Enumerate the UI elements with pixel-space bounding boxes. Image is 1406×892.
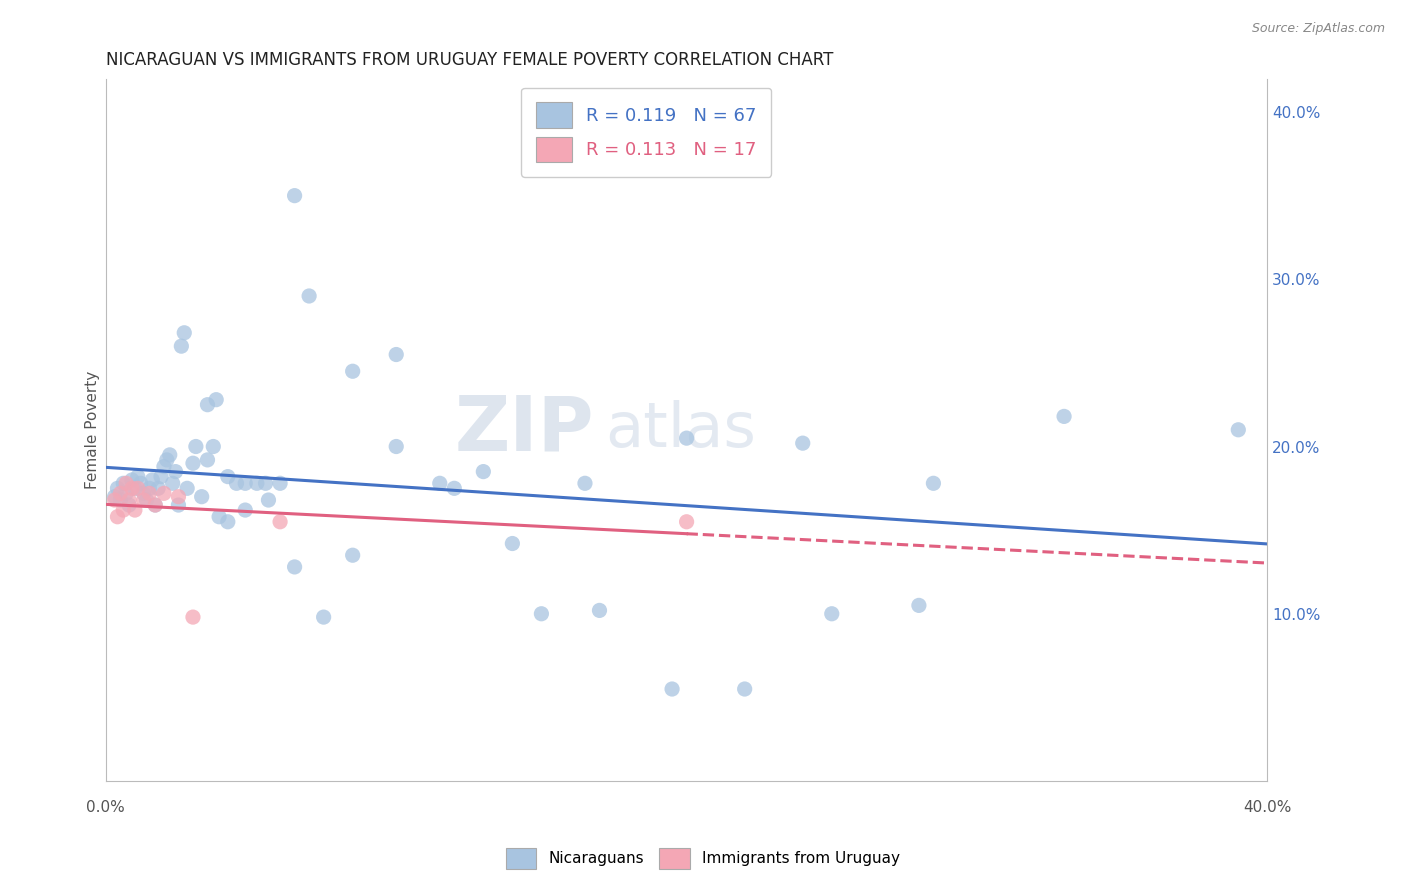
Point (202, 440, 225, 454)
Point (588, 603, 610, 617)
Point (922, 476, 945, 491)
Point (118, 498, 141, 512)
Point (146, 481, 169, 495)
Point (269, 515, 291, 529)
Point (197, 453, 219, 467)
Point (908, 599, 931, 613)
Point (190, 490, 212, 504)
Point (103, 493, 125, 508)
Point (153, 459, 176, 474)
Point (298, 289, 321, 303)
Point (675, 515, 697, 529)
Point (208, 509, 231, 524)
Point (225, 476, 247, 491)
Point (150, 469, 173, 483)
Point (1227, 423, 1250, 437)
Point (342, 364, 364, 378)
Point (246, 476, 269, 491)
Point (821, 607, 844, 621)
Point (734, 681, 756, 696)
Point (132, 493, 155, 508)
Point (254, 476, 277, 491)
Point (284, 560, 307, 574)
Point (115, 476, 138, 491)
Text: atlas: atlas (606, 400, 756, 459)
Point (429, 476, 451, 491)
Point (167, 498, 190, 512)
Text: 0.0%: 0.0% (87, 799, 125, 814)
Point (217, 515, 239, 529)
Point (143, 498, 166, 512)
Point (138, 481, 160, 495)
Point (124, 503, 146, 517)
Point (112, 476, 135, 491)
Point (184, 440, 207, 454)
Point (284, 188, 307, 202)
Point (385, 440, 408, 454)
Point (176, 481, 198, 495)
Point (173, 326, 195, 340)
Point (342, 548, 364, 562)
Point (170, 339, 193, 353)
Point (115, 486, 138, 500)
Point (167, 490, 190, 504)
Point (132, 486, 155, 500)
Point (233, 503, 256, 517)
Point (181, 456, 204, 470)
Point (107, 509, 129, 524)
Point (162, 476, 184, 491)
Point (675, 431, 697, 445)
Point (472, 465, 495, 479)
Point (103, 490, 125, 504)
Legend: Nicaraguans, Immigrants from Uruguay: Nicaraguans, Immigrants from Uruguay (499, 841, 907, 875)
Text: Source: ZipAtlas.com: Source: ZipAtlas.com (1251, 22, 1385, 36)
Point (127, 481, 149, 495)
Text: ZIP: ZIP (454, 392, 593, 467)
Point (501, 536, 523, 550)
Point (792, 436, 814, 450)
Point (118, 493, 141, 508)
Point (112, 503, 135, 517)
Point (110, 486, 132, 500)
Point (443, 481, 465, 495)
Point (165, 465, 187, 479)
Point (205, 392, 228, 407)
Point (197, 398, 219, 412)
Text: 40.0%: 40.0% (1243, 799, 1292, 814)
Point (129, 476, 152, 491)
Point (124, 481, 146, 495)
Point (530, 607, 553, 621)
Point (181, 610, 204, 624)
Point (217, 469, 239, 483)
Point (312, 610, 335, 624)
Point (141, 473, 163, 487)
Point (257, 493, 280, 508)
Point (143, 498, 166, 512)
Point (385, 347, 408, 361)
Point (1053, 409, 1076, 424)
Point (107, 481, 129, 495)
Point (110, 493, 132, 508)
Legend: R = 0.119   N = 67, R = 0.113   N = 17: R = 0.119 N = 67, R = 0.113 N = 17 (522, 87, 772, 177)
Point (135, 493, 157, 508)
Point (121, 481, 143, 495)
Point (159, 448, 181, 462)
Point (138, 486, 160, 500)
Y-axis label: Female Poverty: Female Poverty (86, 371, 100, 489)
Text: NICARAGUAN VS IMMIGRANTS FROM URUGUAY FEMALE POVERTY CORRELATION CHART: NICARAGUAN VS IMMIGRANTS FROM URUGUAY FE… (105, 51, 834, 69)
Point (127, 469, 149, 483)
Point (269, 476, 291, 491)
Point (233, 476, 256, 491)
Point (156, 453, 179, 467)
Point (153, 486, 176, 500)
Point (574, 476, 596, 491)
Point (121, 473, 143, 487)
Point (661, 681, 683, 696)
